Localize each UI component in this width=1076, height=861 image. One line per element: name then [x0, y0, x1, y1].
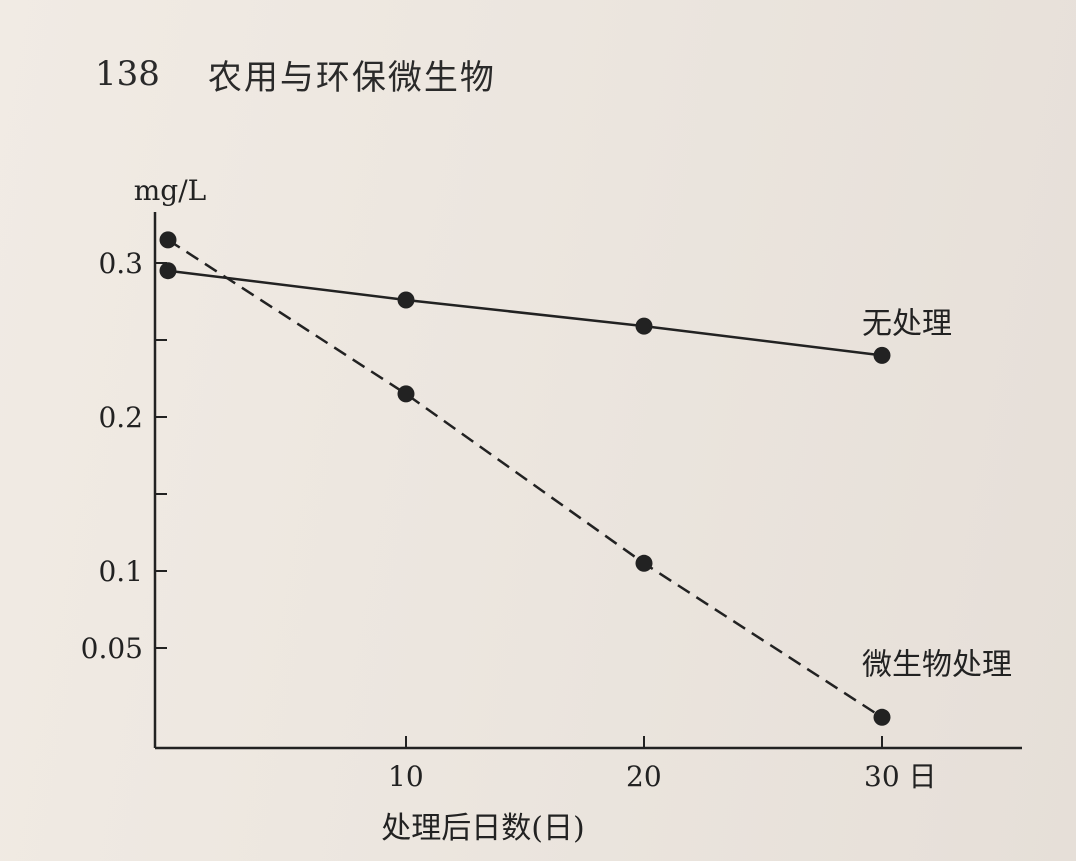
series-layer [159, 231, 891, 726]
x-tick-label-1: 20 [626, 760, 662, 793]
series-1-point-2 [635, 554, 653, 572]
series-1-point-1 [397, 385, 415, 403]
series-line-0 [167, 269, 883, 357]
x-tick-label-2: 30 日 [864, 760, 937, 793]
series-0-point-3 [873, 346, 891, 364]
x-axis-label: 处理后日数(日) [381, 811, 584, 846]
x-tick-label-0: 10 [388, 760, 424, 793]
page-number: 138 [95, 54, 160, 94]
axis-ticks: 0.3 0.2 0.1 0.05 10 20 30 日 [81, 247, 937, 793]
y-tick-label-1: 0.2 [98, 401, 143, 434]
y-axis-label: mg/L [134, 174, 207, 207]
series-0-point-1 [397, 291, 415, 309]
y-tick-label-3: 0.05 [81, 632, 143, 665]
y-tick-label-2: 0.1 [98, 555, 143, 588]
series-line-1 [167, 238, 883, 719]
book-title: 农用与环保微生物 [207, 57, 496, 98]
y-tick-label-0: 0.3 [98, 247, 143, 280]
series-1-point-3 [873, 708, 891, 726]
page-header: 138 农用与环保微生物 [95, 48, 496, 100]
series-0-point-2 [635, 317, 653, 335]
series-label-1: 微生物处理 [862, 647, 1012, 682]
series-1-point-0 [159, 231, 177, 249]
series-label-0: 无处理 [862, 306, 952, 341]
series-0-point-0 [159, 262, 177, 280]
